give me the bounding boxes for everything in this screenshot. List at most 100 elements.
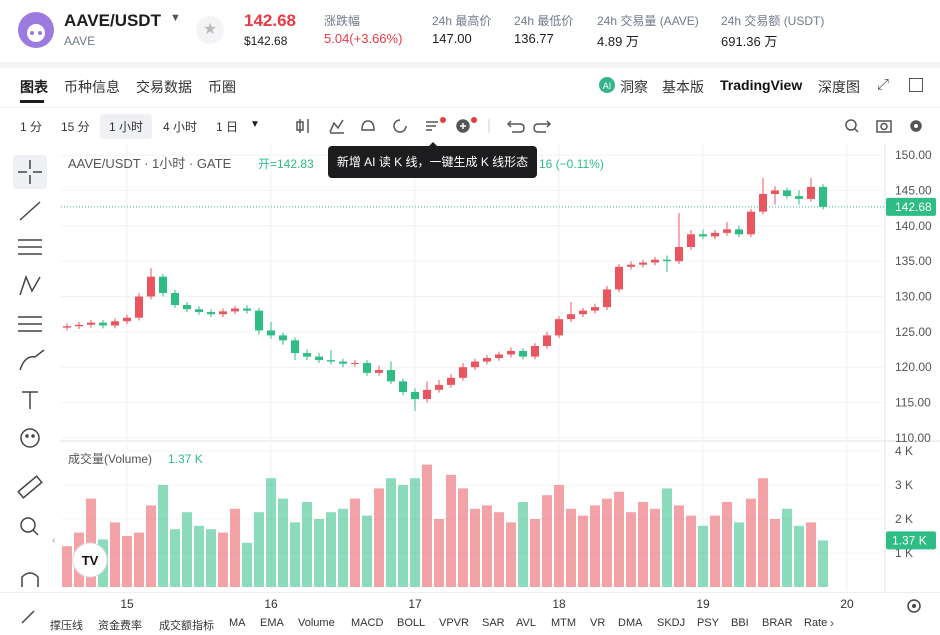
volume-bar — [230, 508, 240, 587]
candle-body — [411, 391, 419, 400]
ruler-tool[interactable] — [17, 475, 43, 499]
interval[interactable]: 1 分 — [20, 120, 43, 134]
emoji-tool[interactable] — [20, 428, 40, 448]
volume-bar — [674, 505, 684, 587]
right-tab[interactable]: 洞察 — [620, 79, 648, 95]
candle-body — [735, 229, 743, 235]
fullscreen[interactable]: ⤢ — [877, 76, 890, 93]
scroll-right[interactable]: › — [830, 616, 834, 630]
candle-body — [111, 321, 119, 326]
alert-icon[interactable] — [361, 120, 375, 131]
volume-bar — [482, 505, 492, 587]
candle-body — [723, 229, 731, 233]
brush-tool[interactable] — [19, 349, 45, 371]
zoom-tool[interactable] — [20, 517, 39, 536]
settings-icon[interactable] — [910, 120, 922, 132]
y-tick-label: 125.00 — [895, 325, 932, 339]
toolbar-icons — [296, 117, 922, 134]
tab[interactable]: 币种信息 — [64, 79, 120, 95]
pencil-tool[interactable] — [21, 610, 35, 624]
tooltip-arrow — [428, 142, 438, 147]
volume-bar — [770, 519, 780, 587]
candle-body — [507, 350, 515, 355]
candle-body — [63, 326, 71, 328]
volume-bar — [398, 485, 408, 587]
candle-body — [663, 259, 671, 262]
candle-body — [171, 292, 179, 305]
volume-bar — [242, 542, 252, 587]
parallel-tool[interactable] — [18, 239, 42, 255]
indicator-tab[interactable]: SKDJ — [657, 617, 686, 629]
pattern-tool[interactable] — [19, 274, 41, 296]
indicator-tab[interactable]: MA — [229, 617, 246, 629]
volume-bar — [758, 478, 768, 587]
indicator-tab[interactable]: 成交额指标 — [159, 620, 214, 632]
candle-body — [675, 247, 683, 262]
indicator-tab[interactable]: AVL — [516, 617, 536, 629]
search-icon[interactable] — [845, 119, 859, 133]
volume-bar — [434, 519, 444, 587]
indicator-tab[interactable]: SAR — [482, 617, 505, 629]
indicator-tab[interactable]: 撑压线 — [50, 620, 83, 632]
indicator-tab[interactable]: VR — [590, 617, 606, 629]
indicator-tab[interactable]: DMA — [618, 617, 643, 629]
indicator-tab[interactable]: EMA — [260, 617, 284, 629]
volume-bar — [650, 508, 660, 587]
svg-text:TV: TV — [82, 553, 99, 568]
tab[interactable]: 币圈 — [208, 79, 236, 95]
x-tick-label: 16 — [264, 597, 278, 611]
candles — [63, 177, 827, 412]
y-tick-label: 135.00 — [895, 254, 932, 268]
indicator-tab[interactable]: BOLL — [397, 617, 426, 629]
volume-bar — [806, 522, 816, 587]
crosshair-tool[interactable] — [18, 160, 42, 184]
x-tick-label: 17 — [408, 597, 422, 611]
indicator-tab[interactable]: VPVR — [439, 617, 469, 629]
volume-bar — [266, 478, 276, 587]
replay-icon[interactable] — [393, 119, 407, 133]
indicator-icon[interactable] — [329, 119, 344, 134]
right-tab[interactable]: 基本版 — [662, 79, 704, 95]
divider — [0, 592, 940, 593]
right-tab[interactable]: 深度图 — [818, 79, 860, 95]
interval[interactable]: 15 分 — [61, 120, 90, 134]
right-tab[interactable]: TradingView — [720, 77, 803, 93]
y-tick-label: 110.00 — [895, 431, 931, 445]
volume-bar — [374, 488, 384, 587]
add-icon[interactable] — [456, 117, 477, 133]
candle-body — [807, 186, 815, 199]
volume-bar — [278, 498, 288, 587]
interval-dropdown[interactable]: ▼ — [250, 119, 260, 130]
candle-body — [387, 370, 395, 382]
indicator-tab[interactable]: PSY — [697, 617, 720, 629]
candle-body — [543, 335, 551, 346]
candle-type-icon[interactable] — [296, 119, 309, 133]
tab[interactable]: 图表 — [20, 79, 48, 95]
indicator-tab[interactable]: Volume — [298, 617, 335, 629]
chart-settings[interactable] — [905, 597, 923, 615]
camera-icon[interactable] — [876, 120, 892, 133]
volume-bar — [350, 498, 360, 587]
indicator-tab[interactable]: 资金费率 — [98, 620, 142, 632]
window-button[interactable] — [909, 78, 923, 92]
redo-icon[interactable] — [533, 120, 552, 133]
interval[interactable]: 1 日 — [216, 120, 239, 134]
indicator-tab[interactable]: BBI — [731, 617, 749, 629]
collapse-handle[interactable]: ‹ — [52, 535, 56, 546]
interval[interactable]: 4 小时 — [163, 120, 198, 134]
symbol-dropdown[interactable]: ▼ — [170, 12, 181, 24]
fib-tool[interactable] — [18, 316, 42, 332]
interval[interactable]: 1 小时 — [100, 114, 153, 139]
indicator-tab[interactable]: Rate — [804, 617, 828, 629]
indicator-tab[interactable]: MACD — [351, 617, 384, 629]
tab[interactable]: 交易数据 — [136, 79, 192, 95]
line-tool[interactable] — [19, 201, 41, 221]
magnet-tool[interactable] — [21, 572, 39, 587]
indicator-tab[interactable]: MTM — [551, 617, 577, 629]
undo-icon[interactable] — [506, 120, 525, 133]
indicator-tab[interactable]: BRAR — [762, 617, 793, 629]
favorite-button[interactable]: ★ — [196, 16, 224, 44]
text-tool[interactable] — [22, 391, 38, 409]
ai-icon[interactable] — [426, 117, 446, 131]
